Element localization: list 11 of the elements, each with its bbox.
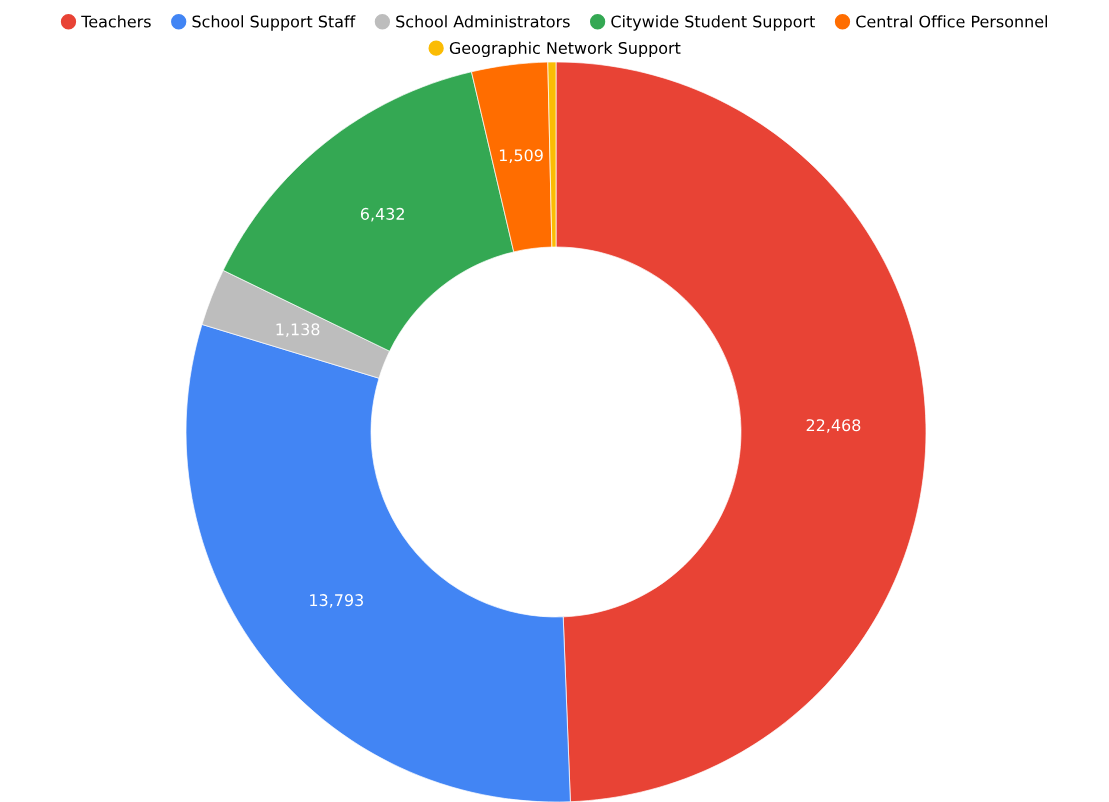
legend-label: Teachers (81, 15, 151, 28)
legend-label: Citywide Student Support (611, 15, 815, 31)
data-label: 1,138 (276, 323, 320, 337)
legend-label: School Support Staff (192, 15, 356, 31)
legend-label: Geographic Network Support (449, 41, 681, 58)
data-label: 13,793 (310, 594, 363, 608)
data-label: 1,509 (499, 149, 543, 163)
legend-label: School Administrators (396, 15, 570, 28)
data-label: 6,432 (360, 207, 404, 222)
data-label: 22,468 (806, 419, 861, 433)
legend-label: Central Office Personnel (856, 15, 1047, 28)
